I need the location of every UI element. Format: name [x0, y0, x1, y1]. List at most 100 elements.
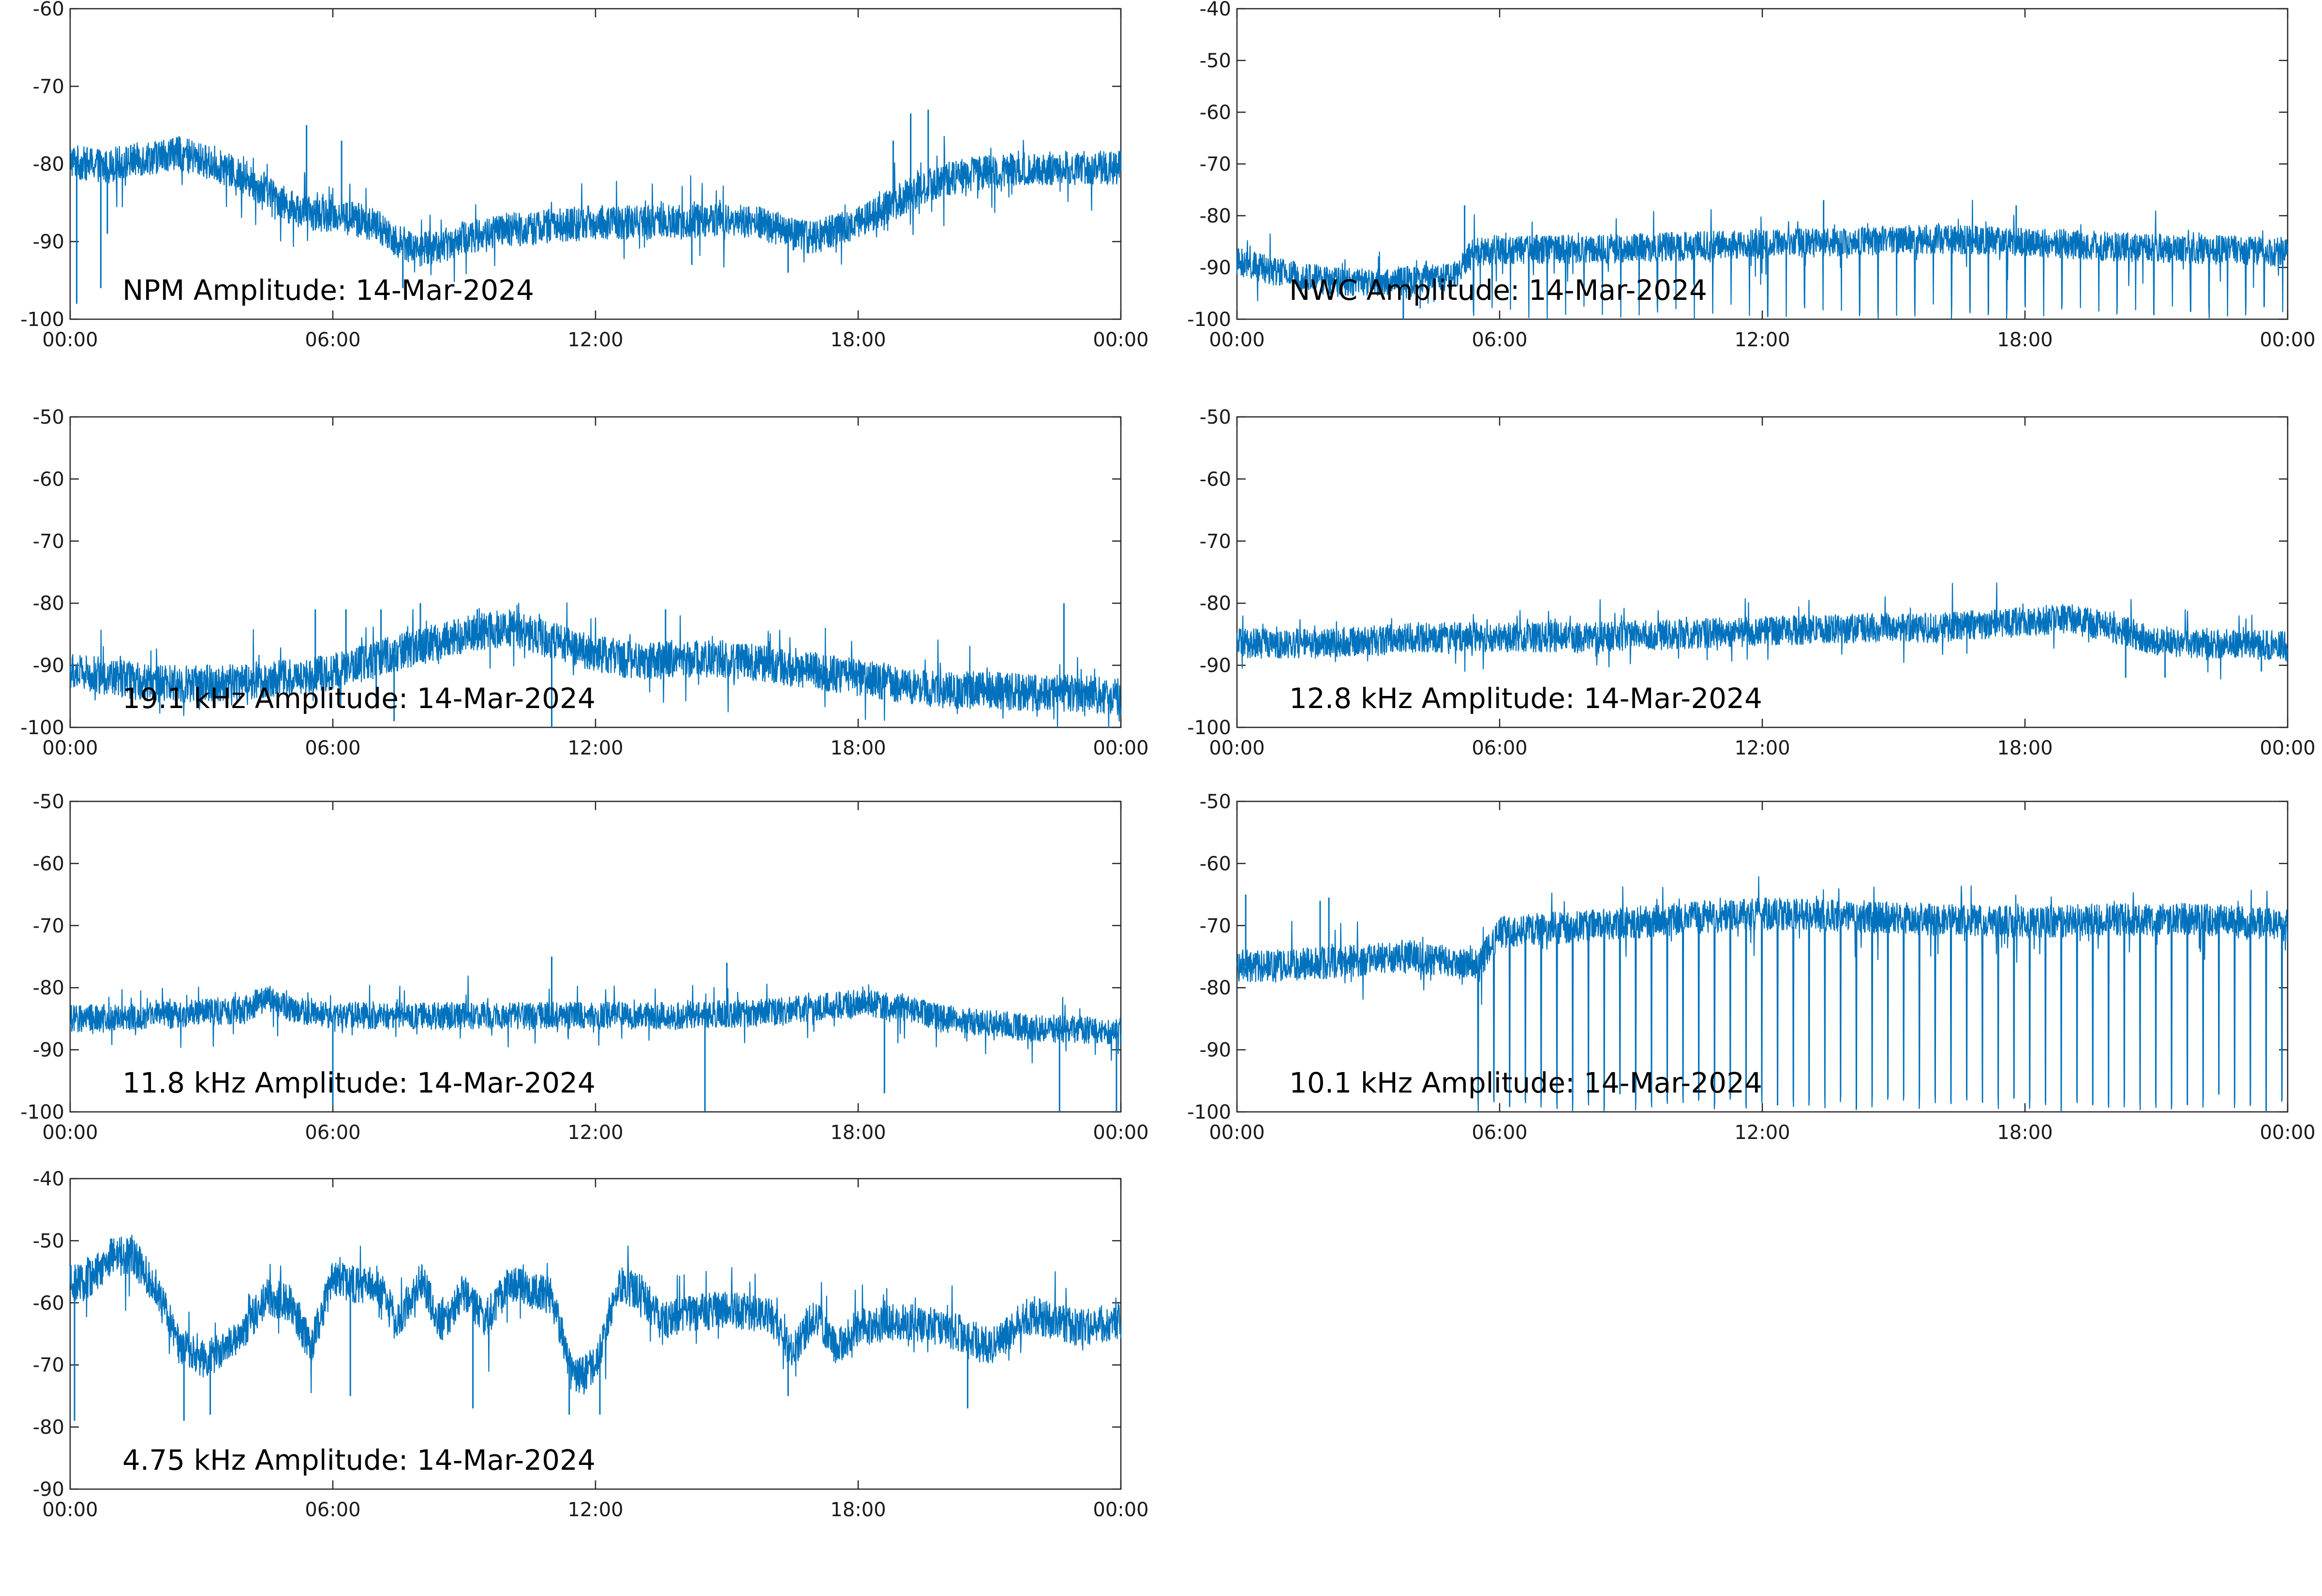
panel-label: 12.8 kHz Amplitude: 14-Mar-2024 [1289, 682, 1762, 715]
panel-npm: 00:00 06:00 12:00 18:00 00:00 -60 -70 -80 -90 -10… [20, 0, 1148, 351]
x-tick-label: 12:00 [567, 329, 623, 351]
x-tick-label: 06:00 [1472, 1122, 1527, 1144]
y-tick-label: -50 [1200, 50, 1231, 72]
x-tick-label: 00:00 [42, 1499, 98, 1521]
panel-11-8-khz: 00:00 06:00 12:00 18:00 00:00 -50 -60 -70 -80 -90… [20, 791, 1148, 1144]
x-tick-label: 12:00 [567, 1122, 623, 1144]
y-tick-label: -80 [33, 977, 64, 999]
y-tick-label: -70 [33, 1354, 64, 1376]
axes-frame [69, 8, 1122, 320]
y-tick-label: -70 [1200, 915, 1231, 937]
y-tick-label: -80 [1200, 977, 1231, 999]
y-tick-label: -40 [33, 1168, 64, 1190]
y-tick-label: -90 [1200, 1039, 1231, 1062]
x-tick-label: 12:00 [567, 1499, 623, 1521]
y-tick-label: -90 [33, 1478, 64, 1501]
y-tick-label: -90 [1200, 257, 1231, 279]
y-tick-label: -90 [33, 1039, 64, 1062]
amplitude-trace [69, 602, 1122, 728]
x-tick-label: 12:00 [1734, 329, 1790, 351]
x-tick-label: 18:00 [1997, 329, 2053, 351]
x-tick-label: 00:00 [2260, 329, 2315, 351]
x-tick-label: 18:00 [830, 1499, 886, 1521]
y-tick-label: -80 [1200, 592, 1231, 615]
y-tick-label: -80 [33, 1417, 64, 1439]
panel-19-1-khz: 00:00 06:00 12:00 18:00 00:00 -50 -60 -70 -80 -90… [20, 406, 1148, 759]
y-tick-label: -60 [33, 853, 64, 875]
amplitude-trace [1236, 876, 2289, 1112]
x-tick-label: 00:00 [1209, 737, 1265, 759]
x-tick-label: 18:00 [1997, 1122, 2053, 1144]
x-tick-label: 18:00 [830, 1122, 886, 1144]
amplitude-trace [69, 975, 1122, 1064]
panel-label: 11.8 kHz Amplitude: 14-Mar-2024 [122, 1066, 595, 1099]
y-tick-label: -100 [1187, 717, 1231, 739]
y-tick-label: -70 [1200, 153, 1231, 176]
y-tick-label: -50 [1200, 406, 1231, 429]
x-tick-label: 00:00 [1093, 1122, 1148, 1144]
y-tick-label: -80 [1200, 205, 1231, 227]
x-tick-label: 00:00 [2260, 737, 2315, 759]
panel-label: NPM Amplitude: 14-Mar-2024 [122, 274, 534, 307]
x-tick-label: 00:00 [42, 329, 98, 351]
x-tick-label: 12:00 [1734, 1122, 1790, 1144]
x-tick-label: 06:00 [1472, 737, 1527, 759]
y-tick-label: -70 [1200, 531, 1231, 553]
panel-nwc: 00:00 06:00 12:00 18:00 00:00 -40 -50 -60 -70 -80… [1187, 0, 2315, 351]
amplitude-trace [69, 135, 1122, 282]
y-tick-label: -80 [33, 153, 64, 176]
y-tick-label: -100 [20, 717, 64, 739]
y-tick-label: -100 [1187, 309, 1231, 331]
y-tick-label: -50 [33, 1230, 64, 1252]
x-tick-label: 18:00 [830, 329, 886, 351]
x-tick-label: 06:00 [305, 329, 360, 351]
y-tick-label: -80 [33, 592, 64, 615]
axes-frame [69, 800, 1122, 1113]
x-tick-label: 00:00 [2260, 1122, 2315, 1144]
amplitude-trace [1236, 582, 2289, 680]
x-tick-label: 00:00 [1209, 1122, 1265, 1144]
x-tick-label: 06:00 [305, 1122, 360, 1144]
y-tick-label: -90 [1200, 655, 1231, 677]
y-tick-label: -60 [33, 468, 64, 490]
amplitude-trace [69, 1234, 1122, 1395]
y-tick-label: -60 [33, 0, 64, 20]
x-tick-label: 06:00 [305, 1499, 360, 1521]
x-tick-label: 00:00 [1209, 329, 1265, 351]
y-tick-label: -50 [33, 791, 64, 813]
y-tick-label: -90 [33, 655, 64, 677]
x-tick-label: 18:00 [1997, 737, 2053, 759]
y-tick-label: -70 [33, 531, 64, 553]
y-tick-label: -60 [1200, 102, 1231, 124]
y-tick-label: -50 [1200, 791, 1231, 813]
x-tick-label: 12:00 [567, 737, 623, 759]
x-tick-label: 00:00 [1093, 737, 1148, 759]
panel-label: 4.75 kHz Amplitude: 14-Mar-2024 [122, 1444, 595, 1477]
panel-10-1-khz: 00:00 06:00 12:00 18:00 00:00 -50 -60 -70 -80 -90… [1187, 791, 2315, 1144]
x-tick-label: 06:00 [305, 737, 360, 759]
panel-label: NWC Amplitude: 14-Mar-2024 [1289, 274, 1707, 307]
panel-12-8-khz: 00:00 06:00 12:00 18:00 00:00 -50 -60 -70 -80 -90… [1187, 406, 2315, 759]
y-tick-label: -60 [1200, 853, 1231, 875]
y-tick-label: -50 [33, 406, 64, 429]
x-tick-label: 12:00 [1734, 737, 1790, 759]
y-tick-label: -60 [33, 1292, 64, 1315]
panel-label: 10.1 kHz Amplitude: 14-Mar-2024 [1289, 1066, 1762, 1099]
panel-4-75-khz: 00:00 06:00 12:00 18:00 00:00 -40 -50 -60 -70 -80… [33, 1168, 1149, 1521]
y-tick-label: -100 [20, 1101, 64, 1123]
x-tick-label: 06:00 [1472, 329, 1527, 351]
y-tick-label: -40 [1200, 0, 1231, 20]
panel-label: 19.1 kHz Amplitude: 14-Mar-2024 [122, 682, 595, 715]
y-tick-label: -100 [20, 309, 64, 331]
x-tick-label: 00:00 [1093, 329, 1148, 351]
y-tick-label: -70 [33, 915, 64, 937]
x-tick-label: 00:00 [1093, 1499, 1148, 1521]
y-tick-label: -100 [1187, 1101, 1231, 1123]
x-tick-label: 18:00 [830, 737, 886, 759]
y-tick-label: -70 [33, 76, 64, 98]
x-tick-label: 00:00 [42, 737, 98, 759]
x-tick-label: 00:00 [42, 1122, 98, 1144]
amplitude-trace [1236, 199, 2289, 320]
axes-frame [1236, 416, 2289, 728]
